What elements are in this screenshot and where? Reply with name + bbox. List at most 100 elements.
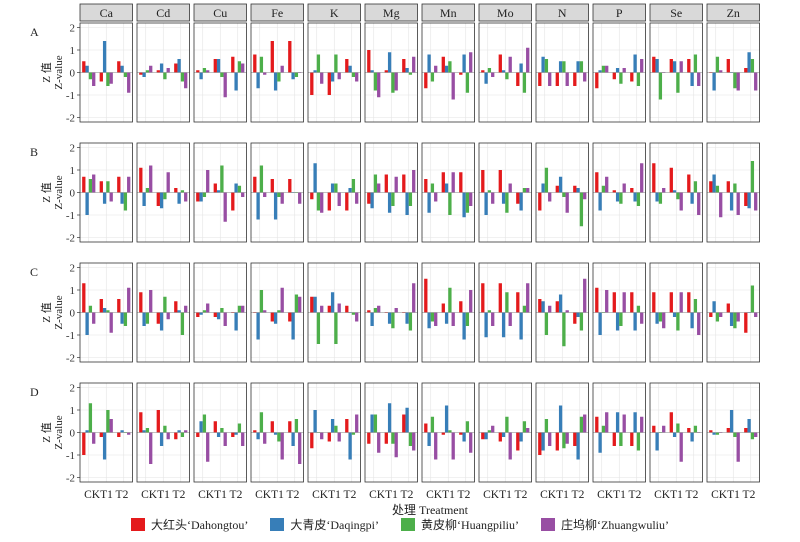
bar — [605, 290, 609, 313]
bar — [384, 70, 388, 73]
facet-strip-label: K — [330, 6, 339, 20]
bar — [348, 65, 352, 73]
bar — [355, 72, 359, 82]
y-tick-label: -1 — [66, 210, 75, 222]
bar — [102, 308, 107, 313]
panel-border — [478, 22, 532, 123]
bar — [174, 432, 178, 440]
bar — [583, 278, 587, 313]
bar — [622, 414, 626, 433]
bar — [444, 65, 449, 73]
bar — [99, 181, 103, 193]
bar — [729, 72, 734, 73]
bar — [231, 312, 235, 313]
bar — [310, 296, 314, 313]
y-axis-label-cn: Z 值 — [40, 62, 53, 82]
bar — [715, 56, 720, 73]
panel-border — [136, 262, 190, 363]
bar — [174, 301, 178, 313]
bar — [234, 72, 238, 91]
bar — [263, 432, 267, 444]
bar — [434, 312, 438, 326]
panel-border — [649, 382, 703, 483]
bar — [744, 192, 748, 206]
panel-border — [421, 22, 475, 123]
bar — [310, 72, 314, 95]
facet-strip-label: Mn — [440, 6, 457, 20]
panel-border — [364, 142, 418, 243]
bar — [109, 192, 113, 202]
bar — [348, 432, 352, 460]
panel-border — [193, 22, 247, 123]
bar — [263, 72, 267, 75]
bar — [177, 430, 181, 433]
bar — [367, 50, 371, 73]
bar — [102, 432, 107, 460]
bar — [327, 72, 331, 95]
bar — [491, 425, 495, 433]
bar — [291, 432, 295, 446]
facet-strip-label: Cu — [213, 6, 227, 20]
bar — [465, 312, 470, 326]
bar — [223, 312, 227, 326]
panel-border — [364, 382, 418, 483]
bar — [733, 432, 737, 437]
bar — [184, 72, 188, 89]
bar — [595, 172, 599, 193]
bar — [655, 432, 659, 451]
bar — [747, 52, 751, 73]
bar — [622, 183, 626, 193]
bar — [522, 72, 527, 93]
bar — [259, 56, 264, 73]
bar — [159, 63, 164, 73]
bar — [117, 432, 121, 437]
bar — [127, 287, 131, 313]
bar — [444, 312, 449, 324]
bar — [394, 432, 398, 458]
panel-border — [193, 142, 247, 243]
bar — [636, 192, 641, 206]
bar — [669, 412, 673, 433]
bar — [481, 70, 485, 73]
bar — [408, 432, 413, 446]
bar — [484, 72, 488, 84]
bar — [139, 292, 143, 313]
facet-strip — [421, 3, 475, 22]
bar — [619, 72, 623, 84]
y-tick-label: 0 — [70, 68, 76, 80]
bar — [159, 312, 164, 331]
bar — [750, 432, 755, 440]
y-tick-label: -1 — [66, 330, 75, 342]
bar — [669, 59, 673, 73]
bar — [280, 287, 284, 313]
bar — [177, 59, 181, 73]
bar — [367, 192, 371, 204]
panel-border — [136, 382, 190, 483]
y-tick-label: 1 — [70, 165, 76, 177]
panel-border — [421, 382, 475, 483]
bar — [565, 192, 569, 213]
row-label: C — [30, 265, 38, 279]
bar — [576, 312, 580, 317]
bar — [106, 410, 110, 433]
bar — [462, 312, 466, 340]
bar — [693, 299, 698, 313]
bar — [615, 192, 620, 202]
bar — [345, 305, 349, 313]
bar — [92, 432, 96, 444]
bar — [213, 183, 217, 193]
legend-swatch — [270, 517, 285, 531]
bar — [427, 432, 431, 446]
bar — [216, 190, 221, 193]
bar — [320, 432, 324, 440]
bar — [726, 59, 730, 73]
bar — [277, 192, 281, 197]
bar — [676, 423, 680, 433]
panel-border — [478, 142, 532, 243]
y-tick-label: 1 — [70, 405, 76, 417]
bar — [526, 283, 530, 313]
bar — [394, 72, 398, 91]
bar — [298, 192, 302, 204]
bar — [715, 185, 720, 193]
bar — [719, 192, 723, 218]
